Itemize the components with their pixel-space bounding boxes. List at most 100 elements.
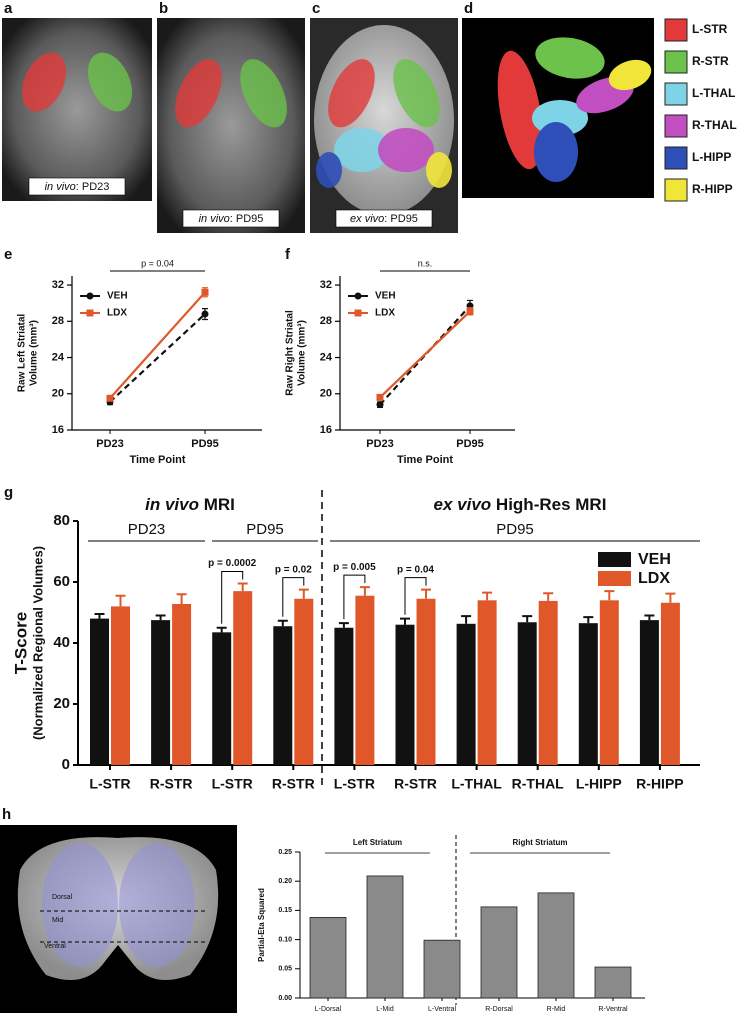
panel-label: a [4, 0, 13, 17]
y-axis-label: Volume (mm³) [29, 320, 40, 386]
x-axis-label: Time Point [397, 454, 453, 466]
error-bar [482, 591, 493, 601]
bar [416, 598, 436, 765]
annotation: p = 0.005 [333, 562, 376, 573]
y-tick-label: 32 [320, 279, 332, 291]
annotation: p = 0.02 [275, 564, 312, 575]
caption-box [28, 177, 126, 196]
bar [212, 632, 232, 765]
legend-label: VEH [638, 551, 671, 568]
point [106, 394, 114, 402]
legend-swatch [598, 571, 631, 586]
x-tick-label: L-STR [334, 776, 375, 792]
panel-label: d [464, 0, 473, 17]
caption-box [182, 209, 280, 228]
x-tick-label: L-THAL [451, 776, 502, 792]
panel-label: f [285, 246, 291, 263]
annotation: p = 0.04 [397, 564, 434, 575]
y-tick-label: 0.20 [278, 878, 292, 885]
region-render [497, 50, 543, 170]
region-overlay [21, 52, 67, 112]
legend-swatch [664, 82, 688, 106]
legend-swatch [664, 50, 688, 74]
bar [538, 600, 558, 765]
y-tick-label: 16 [52, 424, 64, 436]
image-caption-rest: : PD95 [230, 213, 264, 225]
region-render [535, 37, 605, 79]
panel-label: h [2, 806, 11, 823]
panel-label: c [312, 0, 320, 17]
error-bar [176, 593, 187, 604]
error-bar [665, 592, 676, 603]
error-bar [461, 615, 472, 624]
error-bar [277, 619, 288, 627]
error-bar [604, 590, 615, 601]
legend-swatch [664, 18, 688, 42]
x-tick-label: L-Mid [376, 1006, 394, 1013]
image-caption-italic: ex vivo [350, 213, 384, 225]
bar [111, 606, 130, 765]
bar [594, 966, 632, 999]
annotation: p = 0.0002 [208, 558, 257, 569]
bar [477, 600, 497, 765]
image-caption-italic: in vivo [45, 181, 76, 193]
error-bar [583, 616, 594, 624]
bar [537, 892, 575, 999]
y-axis-label: (Normalized Regional Volumes) [30, 546, 45, 740]
bar [273, 626, 293, 765]
x-tick-label: L-HIPP [576, 776, 622, 792]
y-tick-label: 80 [53, 512, 70, 529]
group-header: Right Striatum [512, 838, 567, 847]
image-caption: ex vivo: PD95 [350, 213, 418, 225]
caption-box [335, 209, 433, 228]
subgroup-header: PD95 [246, 521, 284, 538]
x-tick-label: R-HIPP [636, 776, 683, 792]
x-tick-label: R-Mid [547, 1006, 566, 1013]
y-axis-label: Raw Left Striatal [17, 314, 28, 393]
legend-marker [354, 292, 362, 300]
bar [517, 622, 537, 765]
image-caption: in vivo: PD23 [45, 181, 110, 193]
legend-label: R-STR [692, 54, 729, 68]
legend-label: L-STR [692, 22, 728, 36]
x-tick-label: R-STR [394, 776, 437, 792]
group-header-rest: High-Res MRI [491, 495, 606, 514]
series-line [109, 313, 206, 403]
region-overlay [393, 59, 440, 128]
mri-image [157, 18, 305, 233]
region-overlay [426, 152, 452, 188]
point [466, 307, 474, 315]
striatum-region [119, 843, 195, 967]
y-tick-label: 0.15 [278, 907, 292, 914]
error-bar [338, 622, 349, 628]
subgroup-header: PD95 [496, 521, 534, 538]
error-bar [400, 617, 410, 625]
x-tick-label: L-Ventral [428, 1006, 456, 1013]
x-axis-label: Time Point [129, 454, 185, 466]
y-tick-label: 16 [320, 424, 332, 436]
y-tick-label: 0.05 [278, 966, 292, 973]
group-header: ex vivo High-Res MRI [434, 495, 607, 514]
region-render [608, 59, 652, 91]
bar [639, 620, 659, 765]
x-tick-label: PD23 [96, 438, 124, 450]
y-tick-label: 0.25 [278, 849, 292, 856]
error-bar [298, 588, 309, 599]
bar [309, 917, 347, 999]
group-header: Left Striatum [353, 838, 402, 847]
y-tick-label: 20 [320, 388, 332, 400]
bar [395, 624, 415, 765]
bar [334, 627, 354, 765]
legend-label: R-HIPP [692, 182, 733, 196]
legend-label: L-THAL [692, 86, 735, 100]
x-tick-label: R-Ventral [598, 1006, 628, 1013]
bar [151, 620, 171, 765]
legend-label: R-THAL [692, 118, 737, 132]
bar [660, 602, 680, 765]
legend-marker [86, 309, 94, 317]
error-bar [115, 594, 126, 607]
significance-bracket [221, 571, 244, 624]
bar [172, 603, 192, 765]
y-axis-label: Volume (mm³) [297, 320, 308, 386]
